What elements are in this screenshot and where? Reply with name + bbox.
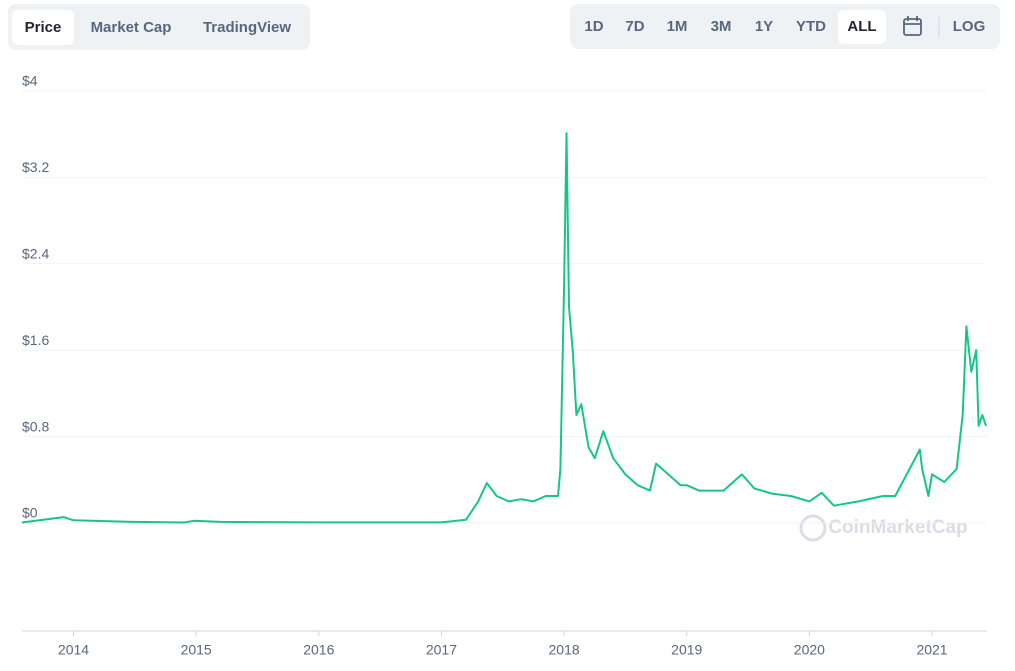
x-tick-label: 2020 (794, 642, 825, 658)
price-line (21, 132, 987, 524)
range-button[interactable]: 1Y (755, 18, 773, 35)
range-group (570, 4, 1000, 49)
y-tick-label: $0.8 (22, 418, 49, 434)
y-tick-label: $4 (22, 73, 38, 89)
x-tick-label: 2016 (303, 642, 334, 658)
range-button[interactable]: 1D (584, 18, 603, 35)
active-range-bg (838, 10, 886, 44)
calendar-icon[interactable] (903, 16, 922, 36)
range-button[interactable]: 1M (667, 18, 688, 35)
y-tick-label: $1.6 (22, 332, 49, 348)
x-tick-label: 2021 (916, 642, 947, 658)
log-button[interactable]: LOG (953, 18, 986, 35)
range-button[interactable]: 3M (711, 18, 732, 35)
tab[interactable]: Market Cap (91, 19, 172, 36)
tab[interactable]: Price (25, 19, 62, 36)
y-tick-label: $0 (22, 505, 38, 521)
range-button[interactable]: 7D (625, 18, 644, 35)
x-tick-label: 2015 (181, 642, 212, 658)
active-tab-bg (12, 10, 74, 45)
watermark: CoinMarketCap (828, 517, 967, 538)
range-button[interactable]: ALL (847, 18, 876, 35)
y-tick-label: $2.4 (22, 246, 49, 262)
x-tick-label: 2019 (671, 642, 702, 658)
x-tick-label: 2014 (58, 642, 89, 658)
x-tick-label: 2018 (549, 642, 580, 658)
tab-group (8, 4, 310, 50)
range-button[interactable]: YTD (796, 18, 826, 35)
x-tick-label: 2017 (426, 642, 457, 658)
watermark-logo (799, 514, 827, 542)
tab[interactable]: TradingView (203, 19, 291, 36)
y-tick-label: $3.2 (22, 159, 49, 175)
